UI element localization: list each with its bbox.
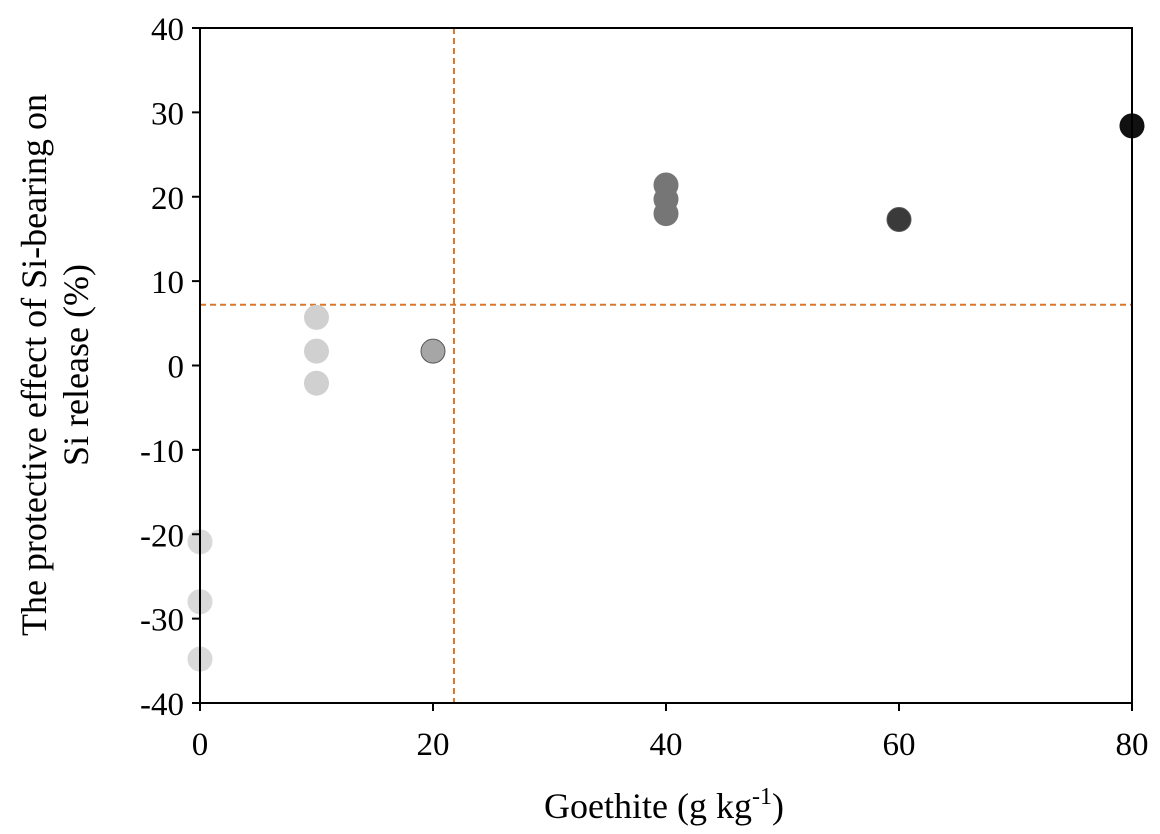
y-axis-ticks: -40 -30 -20 -10 0 10 20 30 40 xyxy=(140,12,200,723)
x-tick-label: 0 xyxy=(192,727,209,763)
data-points xyxy=(187,113,1145,672)
x-tick-label: 60 xyxy=(883,727,916,763)
x-tick-label: 40 xyxy=(650,727,683,763)
y-axis-title: The protective effect of Si-bearing on S… xyxy=(14,94,96,636)
data-point xyxy=(420,338,446,364)
y-tick-label: 20 xyxy=(151,181,184,217)
y-axis-title-line2: Si release (%) xyxy=(56,264,96,466)
x-tick-label: 20 xyxy=(417,727,450,763)
y-tick-label: 40 xyxy=(151,12,184,48)
data-point xyxy=(653,201,679,227)
y-tick-label: -40 xyxy=(140,687,184,723)
data-point xyxy=(304,370,329,396)
plot-area-frame xyxy=(199,27,1133,704)
reference-lines xyxy=(200,28,1132,703)
y-tick-label: -10 xyxy=(140,434,184,470)
y-tick-label: 0 xyxy=(168,350,185,386)
x-axis-title: Goethite (g kg-1) xyxy=(544,784,784,826)
data-point xyxy=(304,338,329,364)
y-tick-label: 10 xyxy=(151,265,184,301)
y-tick-label: 30 xyxy=(151,96,184,132)
data-point xyxy=(304,304,329,330)
x-tick-label: 80 xyxy=(1116,727,1149,763)
data-point xyxy=(886,207,912,233)
y-tick-label: -30 xyxy=(140,603,184,639)
y-axis-title-line1: The protective effect of Si-bearing on xyxy=(14,94,54,636)
y-tick-label: -20 xyxy=(140,518,184,554)
x-axis-ticks: 0 20 40 60 80 xyxy=(192,703,1149,763)
